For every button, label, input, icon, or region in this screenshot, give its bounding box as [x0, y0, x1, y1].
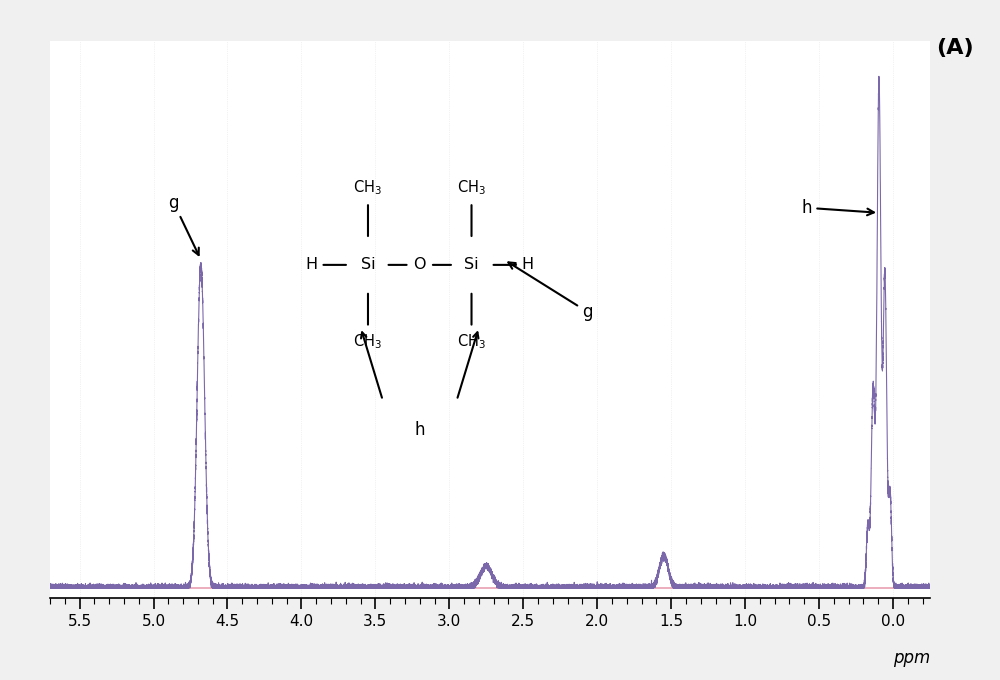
- Text: CH$_3$: CH$_3$: [353, 178, 382, 197]
- Text: g: g: [508, 262, 593, 321]
- Text: H: H: [522, 258, 534, 273]
- Text: CH$_3$: CH$_3$: [457, 333, 486, 352]
- Text: (A): (A): [936, 37, 974, 58]
- Text: CH$_3$: CH$_3$: [457, 178, 486, 197]
- Text: Si: Si: [464, 258, 479, 273]
- Text: g: g: [168, 194, 199, 255]
- Text: ppm: ppm: [893, 649, 930, 666]
- Text: Si: Si: [361, 258, 375, 273]
- Text: CH$_3$: CH$_3$: [353, 333, 382, 352]
- Text: H: H: [306, 258, 318, 273]
- Text: O: O: [413, 258, 426, 273]
- Text: h: h: [414, 421, 425, 439]
- Text: h: h: [801, 199, 874, 217]
